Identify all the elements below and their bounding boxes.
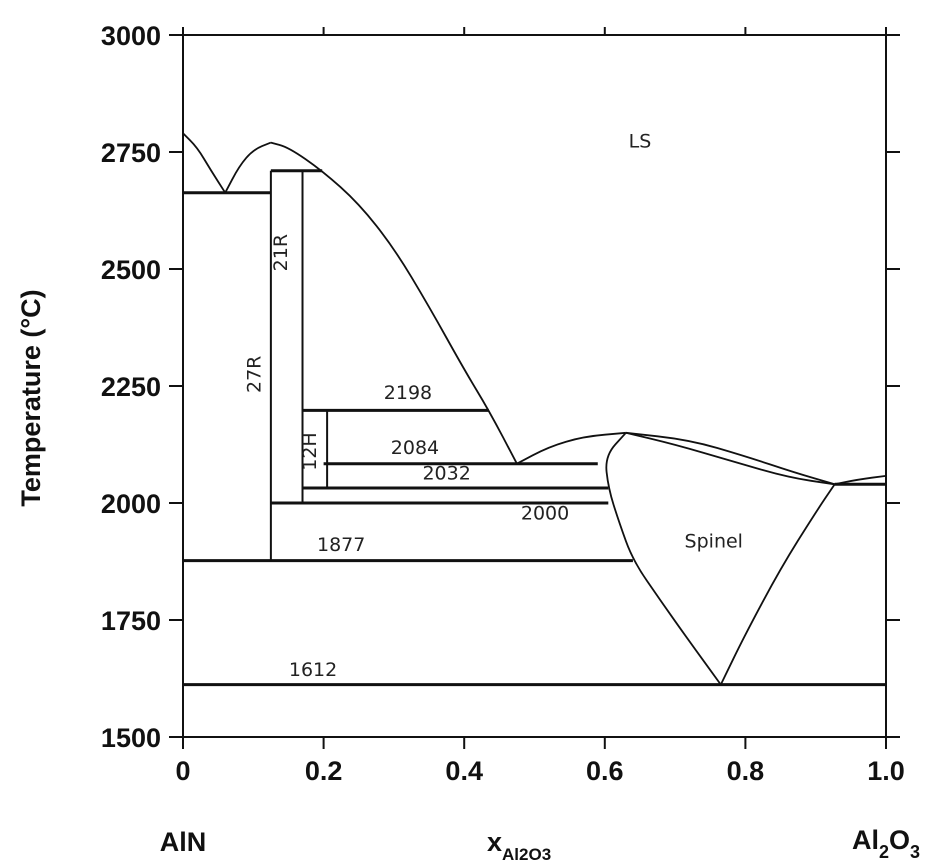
phase-label: 12H [299,432,321,470]
boundary-liquidus-left [182,132,226,194]
x-tick-label: 0.2 [305,756,343,786]
isotherm-label: 1877 [317,534,365,556]
x-tick-label: 0 [175,756,190,786]
isotherm-label: 2198 [384,382,432,404]
x-tick-label: 0.8 [727,756,765,786]
right-component-sub2: 3 [910,842,920,862]
y-axis-title: Temperature (°C) [16,289,46,506]
x-left-component-label: AlN [160,827,207,857]
isotherm-label: 2032 [422,463,470,485]
y-tick-label: 2500 [101,255,161,285]
phase-label: 27R [243,356,265,393]
y-tick-label: 2000 [101,489,161,519]
compound-lines [269,170,329,561]
right-component-o: O [889,825,910,855]
right-component-al: Al [852,825,879,855]
phase-boundaries [182,39,887,686]
x-tick-label: 1.0 [867,756,905,786]
axis-tick-labels: 1500 1750 2000 2250 2500 2750 3000 0 0.2 0.4 0.6 0.… [101,21,905,786]
isotherm-label: 1612 [289,659,337,681]
x-right-component-label: Al2O3 [852,825,920,862]
boundary-solidus-spinel-top [625,431,835,486]
chart-annotations: LS Spinel 2198 2084 2032 2000 1877 1612 21R 27R 12… [243,130,743,681]
boundary-spinel-left-boundary [605,432,722,686]
region-label: Spinel [685,530,743,552]
isotherm-label: 2000 [521,502,569,524]
y-tick-label: 1500 [101,723,161,753]
x-tick-label: 0.4 [445,756,483,786]
axis-ticks [169,27,900,749]
boundary-liquidus-spinel-left [516,431,626,465]
phase-label: 21R [270,234,292,271]
y-tick-label: 2250 [101,372,161,402]
x-axis-title-sub: Al2O3 [502,845,551,864]
region-label: LS [629,130,652,152]
x-axis-title-main: x [487,827,502,857]
boundary-right-edge-liquidus [834,475,887,486]
plot-frame [182,34,887,738]
isotherm-lines [183,169,886,687]
boundary-liquidus-21r [270,141,518,465]
right-component-sub1: 2 [879,842,889,862]
boundary-liquidus-27r [224,141,272,194]
y-tick-label: 2750 [101,138,161,168]
boundary-liquidus-spinel-right [625,431,835,486]
x-tick-label: 0.6 [586,756,624,786]
isotherm-label: 2084 [391,437,439,459]
x-axis-title: xAl2O3 [487,827,551,864]
boundary-spinel-right-boundary [719,483,836,685]
y-tick-label: 1750 [101,606,161,636]
y-tick-label: 3000 [101,21,161,51]
